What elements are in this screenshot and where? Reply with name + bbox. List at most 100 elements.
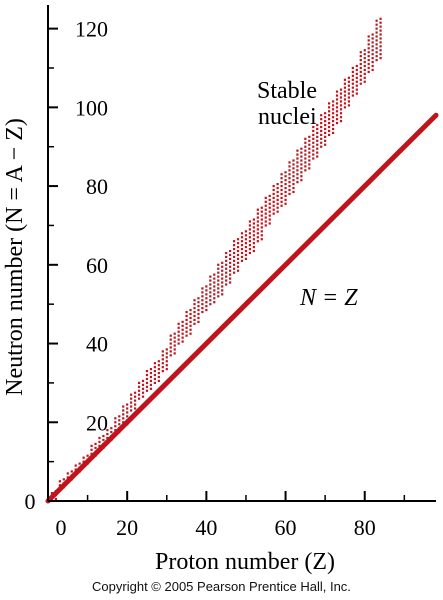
stable-nucleus-point xyxy=(213,285,216,288)
stable-nucleus-point xyxy=(312,137,315,140)
stable-nucleus-point xyxy=(236,257,240,261)
stable-nucleus-point xyxy=(351,94,354,97)
stable-nucleus-point xyxy=(197,316,200,320)
stable-nucleus-point xyxy=(292,163,295,166)
stable-nucleus-point xyxy=(240,244,244,247)
stable-nucleus-point xyxy=(296,169,299,172)
stable-nucleus-point xyxy=(264,224,267,227)
stable-nucleus-point xyxy=(98,444,101,447)
stable-nucleus-point xyxy=(169,338,172,341)
stable-nucleus-point xyxy=(201,310,204,314)
stable-nucleus-point xyxy=(248,224,252,227)
stable-nucleus-point xyxy=(280,177,283,180)
stable-nucleus-point xyxy=(316,139,319,142)
stable-nucleus-point xyxy=(201,303,204,306)
stable-nucleus-point xyxy=(252,230,255,233)
stable-nucleus-point xyxy=(363,53,366,56)
stable-nucleus-point xyxy=(343,102,347,105)
stable-nucleus-point xyxy=(209,303,212,306)
stable-nucleus-point xyxy=(161,354,164,357)
y-axis-title: Neutron number (N = A − Z) xyxy=(2,118,28,396)
stable-nucleus-point xyxy=(379,17,382,20)
stable-nucleus-point xyxy=(339,120,343,123)
stable-nucleus-point xyxy=(201,299,204,302)
stable-nucleus-point xyxy=(130,393,133,396)
stable-nucleus-point xyxy=(248,228,252,231)
stable-nucleus-point xyxy=(355,76,358,79)
stable-nucleus-point xyxy=(331,108,335,111)
stable-nucleus-point xyxy=(320,145,323,148)
stable-nucleus-point xyxy=(316,143,319,146)
stable-nucleus-point xyxy=(74,468,77,471)
stable-nucleus-point xyxy=(375,35,378,38)
y-tick-label: 100 xyxy=(75,95,108,120)
stable-nucleus-point xyxy=(244,234,248,237)
stable-nucleus-point xyxy=(331,104,335,107)
stable-nucleus-point xyxy=(134,407,137,410)
stable-nucleus-point xyxy=(82,460,85,463)
stable-nucleus-point xyxy=(379,29,382,32)
stable-nucleus-point xyxy=(339,100,343,103)
stable-nucleus-point xyxy=(371,33,374,36)
stable-nucleus-point xyxy=(284,183,287,186)
stable-nucleus-point xyxy=(185,334,188,337)
stable-nucleus-point xyxy=(197,308,200,312)
stable-nucleus-point xyxy=(98,436,101,440)
stable-nucleus-point xyxy=(292,159,295,162)
stable-nucleus-point xyxy=(153,366,156,369)
stable-nucleus-point xyxy=(264,220,267,223)
stable-nucleus-point xyxy=(205,293,208,296)
stable-nucleus-point xyxy=(335,114,339,117)
y-tick-label: 120 xyxy=(75,17,108,42)
stable-nucleus-point xyxy=(288,161,291,164)
stable-nucleus-point xyxy=(260,210,263,213)
stable-nucleus-point xyxy=(225,255,228,259)
stable-nucleus-point xyxy=(343,98,347,101)
stable-nucleus-point xyxy=(236,238,240,241)
stable-nucleus-point xyxy=(134,403,137,406)
stable-nucleus-point xyxy=(296,149,299,152)
stable-nucleus-point xyxy=(252,249,255,253)
stable-nucleus-point xyxy=(339,104,343,107)
stable-nucleus-point xyxy=(177,326,180,329)
stable-nucleus-point xyxy=(248,220,252,223)
stable-nucleus-point xyxy=(122,417,125,420)
n-equals-z-line xyxy=(45,112,439,504)
stable-nucleus-point xyxy=(256,232,259,235)
stable-nucleus-point xyxy=(375,31,378,34)
stable-nucleus-point xyxy=(292,175,295,178)
axes xyxy=(47,5,436,502)
stable-nucleus-point xyxy=(106,436,109,440)
stable-nucleus-point xyxy=(284,198,287,201)
stable-nucleus-point xyxy=(201,307,204,310)
stable-nucleus-point xyxy=(193,318,196,322)
stable-nucleus-point xyxy=(335,102,339,105)
stable-nucleus-point xyxy=(335,94,339,97)
stable-nucleus-point xyxy=(284,186,287,190)
stable-nucleus-point xyxy=(225,259,228,262)
stable-nucleus-point xyxy=(375,23,378,26)
stable-nucleus-point xyxy=(343,82,347,85)
stable-nucleus-point xyxy=(324,139,327,142)
stable-nucleus-point xyxy=(221,261,224,264)
x-tick-label: 40 xyxy=(195,515,217,540)
stable-nucleus-point xyxy=(256,212,259,215)
stable-nucleus-point xyxy=(122,409,125,412)
stable-nucleus-point xyxy=(367,43,370,46)
stable-nucleus-point xyxy=(221,289,224,292)
stable-nucleus-point xyxy=(343,86,347,89)
stable-nucleus-point xyxy=(371,49,374,52)
stable-nucleus-point xyxy=(359,51,362,54)
stable-nucleus-point xyxy=(371,41,374,44)
stable-nucleus-point xyxy=(205,301,208,304)
stable-nucleus-point xyxy=(229,281,232,284)
stable-nucleus-point xyxy=(347,100,350,103)
stable-nucleus-point xyxy=(189,312,192,316)
stable-nucleus-point xyxy=(244,253,248,257)
stable-nucleus-point xyxy=(324,112,327,115)
stable-nucleus-point xyxy=(153,381,156,385)
stable-nucleus-point xyxy=(375,43,378,46)
stable-nucleus-point xyxy=(225,251,228,255)
stable-nucleus-point xyxy=(114,429,117,432)
stable-nucleus-point xyxy=(320,129,323,133)
